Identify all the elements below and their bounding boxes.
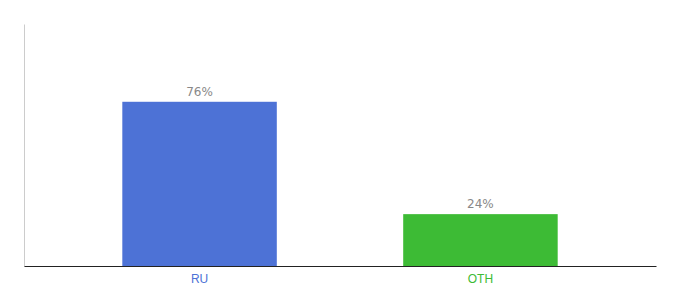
bars [122,102,557,266]
x-tick: OTH [468,272,493,286]
x-tick: RU [191,272,208,286]
plot-area: RU OTH 76% 24% [25,25,657,286]
bar [403,214,557,266]
x-tick-label: OTH [468,272,493,286]
x-tick-label: RU [191,272,208,286]
data-label: 76% [186,85,213,99]
chart-container: RU OTH 76% 24% [0,0,680,300]
chart-svg: RU OTH 76% 24% [0,0,680,300]
x-axis: RU OTH [25,267,657,286]
data-labels: 76% 24% [186,85,494,211]
y-axis-line [24,25,25,267]
data-label: 24% [467,197,494,211]
bar [122,102,276,266]
x-axis-line [25,266,657,267]
y-axis [24,25,25,267]
